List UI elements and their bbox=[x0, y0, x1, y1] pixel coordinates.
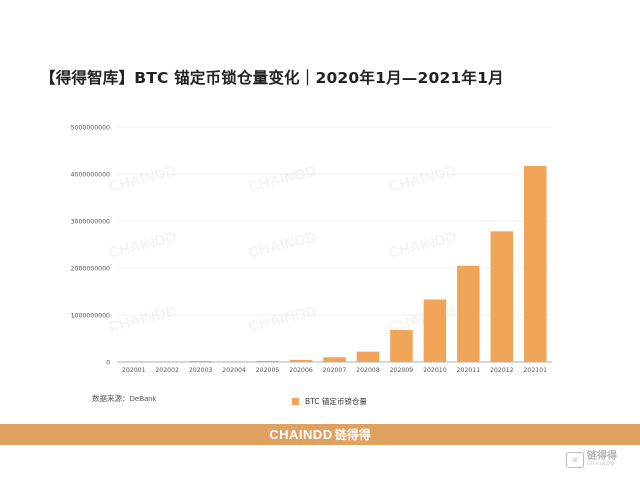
footer-brand: CHAINDD bbox=[269, 427, 333, 442]
x-tick-label: 202006 bbox=[289, 367, 313, 374]
bars bbox=[122, 166, 547, 362]
watermark-text: CHAINDD bbox=[247, 303, 318, 336]
x-tick-label: 202007 bbox=[323, 367, 347, 374]
watermark-layer: CHAINDD CHAINDD CHAINDD CHAINDD CHAINDD CHAIN… bbox=[107, 163, 458, 336]
watermark-text: CHAINDD bbox=[107, 229, 178, 262]
x-tick-label: 202101 bbox=[523, 367, 547, 374]
watermark-text: CHAINDD bbox=[107, 303, 178, 336]
chaindd-logo-icon: ⌘ bbox=[566, 452, 584, 468]
y-tick-label: 1000000000 bbox=[71, 313, 110, 320]
bar bbox=[524, 166, 547, 362]
y-tick-label: 4000000000 bbox=[71, 172, 110, 179]
grid-lines bbox=[117, 126, 552, 363]
bar-chart: CHAINDD CHAINDD CHAINDD CHAINDD CHAINDD CHAIN… bbox=[71, 125, 552, 374]
bar bbox=[222, 361, 246, 362]
y-tick-label: 5000000000 bbox=[71, 125, 110, 132]
x-axis-ticks: 202001 202002 202003 202004 202005 202006 2020… bbox=[122, 367, 547, 374]
x-tick-label: 202003 bbox=[189, 367, 213, 374]
bar bbox=[289, 359, 313, 362]
legend-label: BTC 锚定币锁仓量 bbox=[305, 397, 367, 406]
x-tick-label: 202011 bbox=[457, 367, 481, 374]
x-tick-label: 202009 bbox=[390, 367, 414, 374]
y-axis-ticks: 0 1000000000 2000000000 3000000000 400000000… bbox=[71, 125, 110, 367]
bar bbox=[423, 299, 447, 362]
y-tick-label: 3000000000 bbox=[71, 219, 110, 226]
watermark-text: CHAINDD bbox=[247, 163, 318, 196]
watermark-text: CHAINDD bbox=[387, 229, 458, 262]
watermark-text: CHAINDD bbox=[107, 163, 178, 196]
y-tick-label: 2000000000 bbox=[71, 266, 110, 273]
footer-brand-cn: 链得得 bbox=[334, 428, 371, 442]
source-note: 数据来源：DeBank bbox=[92, 394, 157, 403]
y-tick-label: 0 bbox=[106, 360, 110, 367]
bar bbox=[323, 357, 346, 362]
footer-bar: CHAINDD 链得得 bbox=[0, 424, 640, 445]
bar bbox=[390, 330, 413, 362]
x-tick-label: 202005 bbox=[256, 367, 280, 374]
chart-title: 【得得智库】BTC 锚定币锁仓量变化｜2020年1月—2021年1月 bbox=[40, 69, 504, 87]
x-tick-label: 202002 bbox=[155, 367, 179, 374]
bar bbox=[189, 361, 212, 362]
bar bbox=[457, 265, 480, 362]
legend-swatch bbox=[292, 398, 299, 405]
bar bbox=[256, 360, 279, 362]
bar bbox=[490, 231, 514, 362]
watermark-text: CHAINDD bbox=[387, 163, 458, 196]
corner-logo: ⌘ 链得得 CHAINDD bbox=[566, 452, 617, 468]
x-tick-label: 202010 bbox=[423, 367, 447, 374]
bar bbox=[155, 361, 179, 362]
corner-logo-cn: 链得得 bbox=[587, 451, 617, 463]
x-tick-label: 202001 bbox=[122, 367, 146, 374]
bar bbox=[122, 361, 145, 362]
watermark-text: CHAINDD bbox=[247, 229, 318, 262]
x-tick-label: 202012 bbox=[490, 367, 514, 374]
legend: BTC 锚定币锁仓量 bbox=[292, 396, 367, 407]
x-tick-label: 202008 bbox=[356, 367, 380, 374]
x-tick-label: 202004 bbox=[222, 367, 246, 374]
corner-logo-en: CHAINDD bbox=[587, 462, 616, 468]
bar bbox=[356, 351, 380, 362]
